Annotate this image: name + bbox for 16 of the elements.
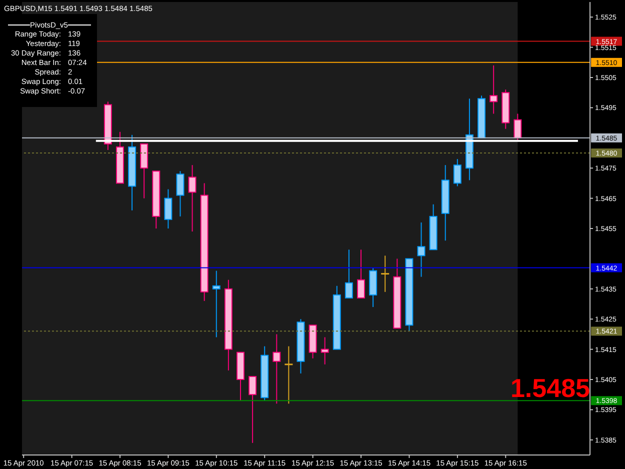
candlestick <box>380 255 390 292</box>
candlestick <box>176 170 184 217</box>
candlestick <box>417 222 426 278</box>
candlestick <box>514 113 522 142</box>
candlestick <box>188 164 196 232</box>
candlestick <box>212 270 220 338</box>
candlestick <box>357 249 366 298</box>
candlestick <box>344 249 353 298</box>
candlestick <box>284 346 294 404</box>
annotation: 1.5485 <box>510 373 590 403</box>
candlestick <box>490 64 498 114</box>
candlestick <box>272 334 281 404</box>
candlestick <box>320 336 329 365</box>
candlestick <box>453 158 462 187</box>
candlestick <box>248 376 257 444</box>
candlestick <box>164 188 172 229</box>
